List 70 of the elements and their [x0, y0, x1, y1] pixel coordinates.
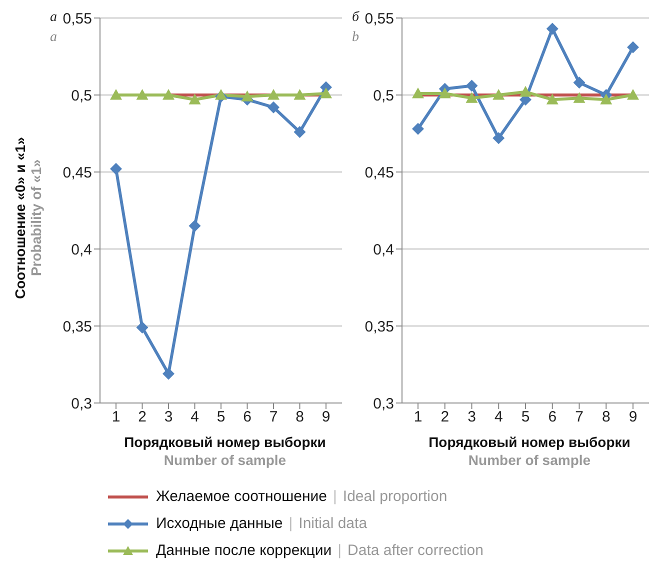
- x-tick-label: 1: [112, 408, 120, 426]
- y-tick-label: 0,45: [364, 164, 394, 182]
- text: a: [50, 29, 57, 47]
- point: [188, 94, 201, 104]
- point: [627, 41, 639, 54]
- point: [241, 90, 254, 102]
- x-tick-label: 5: [216, 408, 226, 426]
- point: [600, 94, 612, 104]
- point: [466, 92, 478, 103]
- point: [110, 162, 122, 175]
- point: [466, 80, 478, 92]
- x-tick-label: 9: [628, 408, 638, 426]
- x-tick-label: 8: [602, 408, 610, 426]
- y-tick-label: 0,35: [364, 318, 394, 336]
- x-tick-label: 4: [190, 408, 199, 426]
- point: [215, 89, 227, 100]
- y-axis-title: Соотношение «0» и «1» Probability of «1»: [12, 136, 44, 300]
- legend-label: Данные после коррекции | Data after correction: [156, 542, 484, 559]
- point: [573, 76, 586, 89]
- point: [188, 220, 201, 232]
- point: [136, 322, 148, 334]
- y-tick-label: 0,5: [373, 87, 394, 104]
- x-tick-label: 3: [468, 408, 476, 426]
- point: [294, 126, 306, 138]
- x-tick-label: 9: [322, 408, 330, 426]
- x-tick-label: 5: [521, 408, 530, 426]
- point: [412, 122, 424, 135]
- legend-label: Желаемое соотношение | Ideal proportion: [156, 488, 448, 505]
- y-tick-label: 0,35: [62, 318, 92, 336]
- chart-title: а: [50, 9, 57, 27]
- y-tick-label: 0,3: [71, 395, 92, 412]
- y-tick-label: 0,55: [62, 10, 92, 28]
- point: [268, 89, 280, 100]
- point: [492, 89, 505, 100]
- legend-label: Исходные данные | Initial data: [156, 515, 368, 532]
- x-tick-label: 7: [575, 408, 584, 426]
- point: [520, 86, 532, 97]
- x-tick-label: 7: [269, 408, 278, 426]
- x-axis-title: Порядковый номер выборки Number of sample: [428, 433, 632, 469]
- x-tick-label: 4: [494, 408, 503, 426]
- point: [162, 368, 174, 380]
- point: [546, 22, 558, 35]
- y-tick-label: 0,3: [373, 395, 394, 412]
- text: b: [352, 29, 360, 47]
- y-tick-label: 0,4: [373, 241, 394, 258]
- x-tick-label: 2: [440, 408, 450, 426]
- point: [627, 89, 639, 100]
- y-tick-label: 0,5: [71, 87, 92, 104]
- point: [438, 87, 451, 98]
- point: [546, 94, 558, 104]
- y-tick-label: 0,55: [364, 10, 394, 28]
- chart-title: б: [352, 9, 360, 27]
- point: [136, 89, 148, 100]
- point: [268, 101, 280, 114]
- point: [492, 132, 505, 144]
- x-axis-title: Порядковый номер выборки Number of sample: [123, 433, 327, 469]
- x-tick-label: 6: [548, 408, 557, 426]
- point: [110, 89, 122, 100]
- x-tick-label: 2: [138, 408, 146, 426]
- point: [162, 89, 174, 100]
- x-tick-label: 1: [414, 408, 422, 426]
- x-tick-label: 8: [296, 408, 304, 426]
- x-tick-label: 6: [243, 408, 252, 426]
- point: [320, 87, 332, 98]
- y-tick-label: 0,4: [71, 241, 92, 258]
- point: [573, 92, 586, 103]
- y-tick-label: 0,45: [62, 164, 92, 182]
- x-tick-label: 3: [164, 408, 173, 426]
- point: [294, 89, 306, 100]
- point: [412, 87, 424, 98]
